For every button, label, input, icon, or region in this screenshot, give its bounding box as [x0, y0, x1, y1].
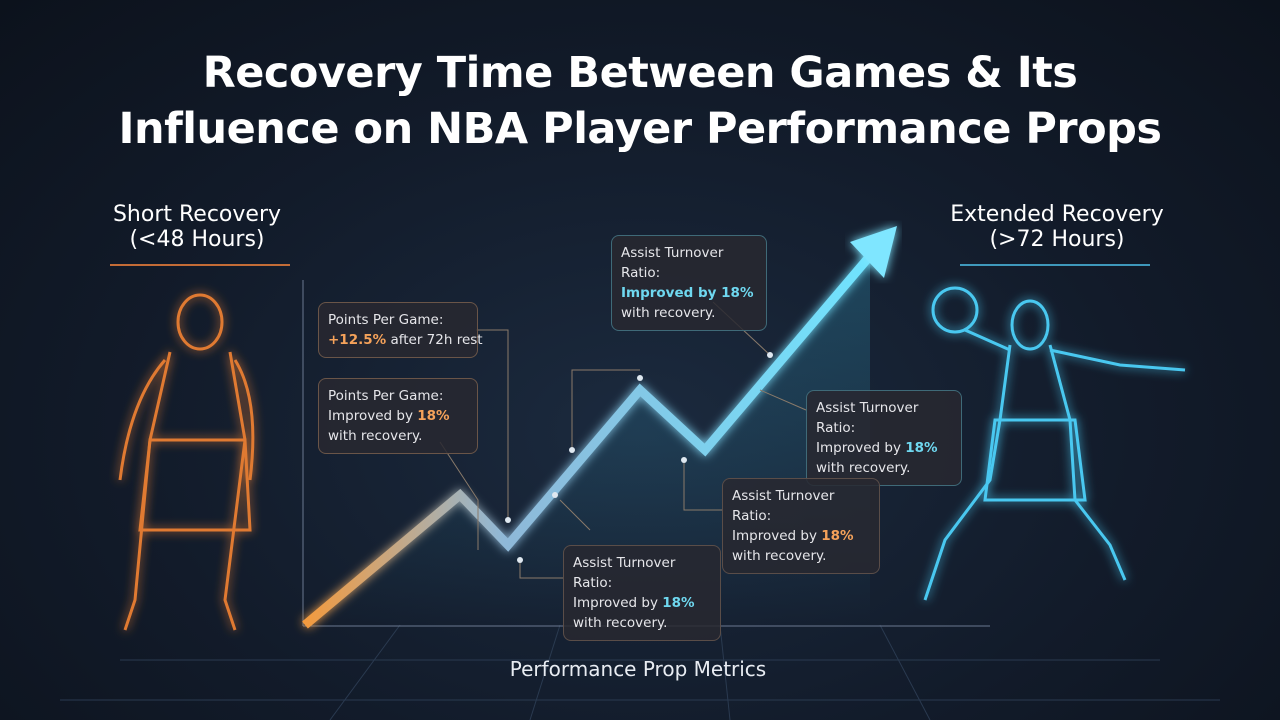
callout-text: Improved by	[732, 528, 822, 544]
tired-player	[118, 293, 255, 631]
callout-footer: with recovery.	[573, 615, 668, 631]
callout-line: Improved by 18%	[328, 406, 468, 426]
right-label-line: (>72 Hours)	[989, 227, 1125, 252]
title-line: Recovery Time Between Games & Its	[202, 48, 1078, 98]
right-label: Extended Recovery (>72 Hours)	[927, 202, 1187, 252]
callout-heading: Points Per Game:	[328, 312, 444, 328]
x-axis-label: Performance Prop Metrics	[509, 657, 767, 681]
active-player	[923, 286, 1186, 601]
right-label-line: Extended Recovery	[950, 202, 1164, 227]
callout-footer: with recovery.	[328, 428, 423, 444]
callout-footer: with recovery.	[621, 305, 716, 321]
callout-heading: Assist Turnover Ratio:	[732, 488, 835, 524]
trend-arrow	[302, 247, 879, 629]
leader-dots	[505, 352, 773, 563]
callout-text: +12.5%	[328, 332, 387, 348]
callout: Points Per Game: Improved by 18% with reco…	[318, 378, 478, 454]
callout-heading: Points Per Game:	[328, 388, 444, 404]
callout-text: Improved by	[816, 440, 906, 456]
callout-line: +12.5% after 72h rest	[328, 330, 483, 350]
callout-text: Improved by	[328, 408, 418, 424]
callout-text: 18%	[417, 408, 450, 424]
callout-text: 18%	[662, 595, 695, 611]
callout-text: 18%	[905, 440, 938, 456]
title-line: Influence on NBA Player Performance Prop…	[118, 104, 1162, 154]
callout-line: Improved by 18%	[621, 283, 757, 303]
callout-heading: Assist Turnover Ratio:	[573, 555, 676, 591]
left-label-line: Short Recovery	[112, 202, 282, 227]
callout-heading: Assist Turnover Ratio:	[621, 245, 724, 281]
floor-grid	[60, 624, 1220, 720]
callout-line: Improved by 18%	[732, 526, 870, 546]
callout-line: Improved by 18%	[816, 438, 952, 458]
left-label-line: (<48 Hours)	[129, 227, 265, 252]
callout: Points Per Game: +12.5% after 72h rest	[318, 302, 483, 358]
callout-text: after 72h rest	[386, 332, 483, 348]
arrow-head	[850, 226, 897, 278]
callout-footer: with recovery.	[816, 460, 911, 476]
callout: Assist Turnover Ratio: Improved by 18% wit…	[611, 235, 767, 331]
callout-line: Improved by 18%	[573, 593, 711, 613]
callout-text: Improved by	[573, 595, 663, 611]
callout: Assist Turnover Ratio: Improved by 18% wit…	[722, 478, 880, 574]
callout: Assist Turnover Ratio: Improved by 18% wit…	[806, 390, 962, 486]
callout-heading: Assist Turnover Ratio:	[816, 400, 919, 436]
callout-text: Improved by 18%	[621, 285, 754, 301]
callout: Assist Turnover Ratio: Improved by 18% wit…	[563, 545, 721, 641]
left-label: Short Recovery (<48 Hours)	[67, 202, 327, 252]
callout-footer: with recovery.	[732, 548, 827, 564]
callout-text: 18%	[821, 528, 854, 544]
